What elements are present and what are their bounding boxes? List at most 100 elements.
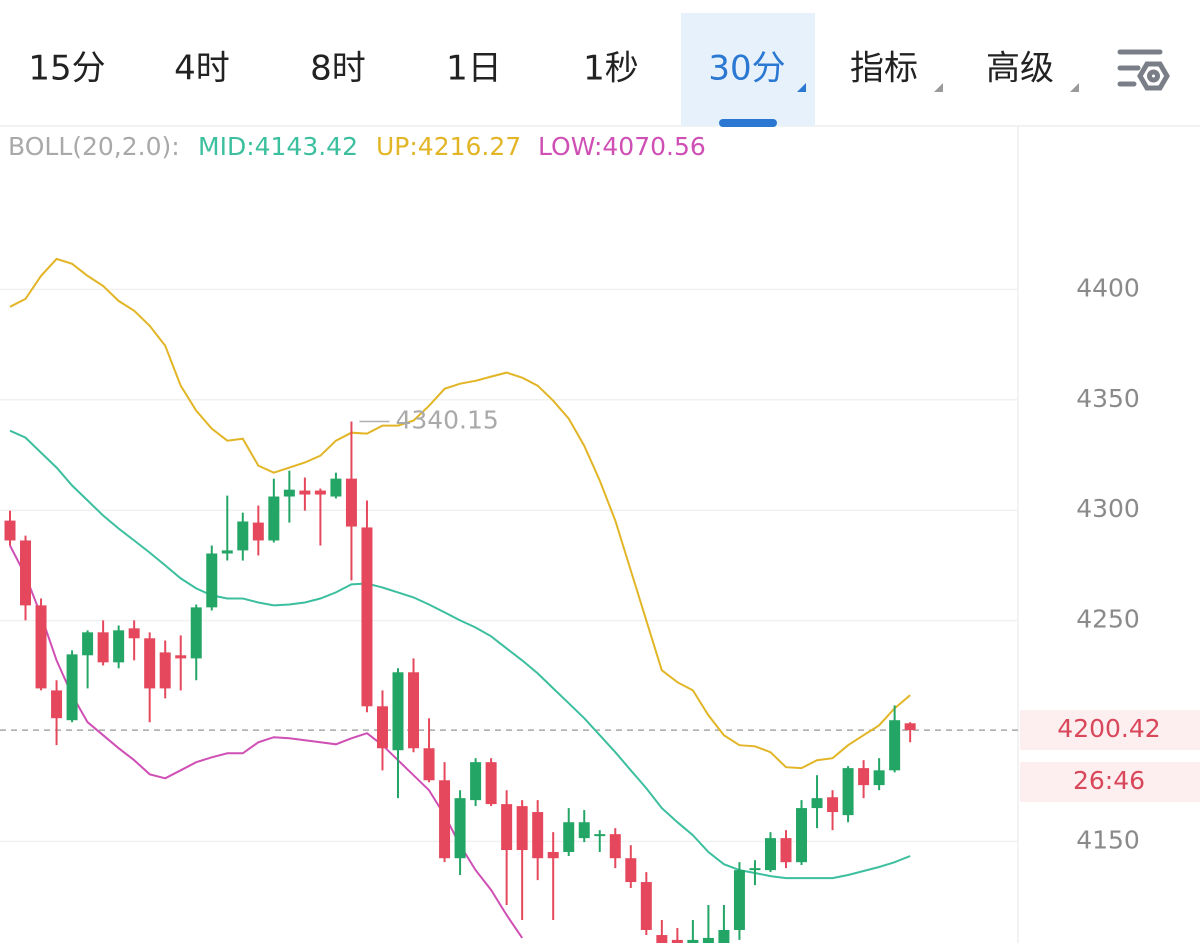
candle xyxy=(687,920,699,943)
candle-body xyxy=(314,490,326,495)
candle-body xyxy=(454,798,466,859)
tab-label: 1秒 xyxy=(583,49,639,89)
icon-hex xyxy=(1137,61,1170,91)
indicator-label: BOLL(20,2.0): xyxy=(8,132,180,161)
candle-body xyxy=(82,632,94,656)
tab-label: 1日 xyxy=(446,49,502,89)
candle-body xyxy=(889,720,901,771)
candle xyxy=(656,920,668,943)
candle-body xyxy=(594,834,606,837)
candle xyxy=(361,500,373,713)
candle xyxy=(780,830,792,869)
y-tick-label: 4300 xyxy=(1076,494,1140,523)
candle xyxy=(733,862,745,940)
candle-body xyxy=(376,706,388,749)
candle xyxy=(330,472,342,499)
candle xyxy=(175,635,187,691)
candle-body xyxy=(563,822,575,853)
candle xyxy=(376,690,388,771)
candle xyxy=(640,872,652,936)
candle-body xyxy=(206,553,218,608)
settings-icon[interactable] xyxy=(1117,49,1170,91)
candle-body xyxy=(128,628,140,639)
dropdown-caret xyxy=(934,83,943,92)
candle-body xyxy=(252,522,264,541)
candle xyxy=(408,658,420,753)
legend: BOLL(20,2.0): MID:4143.42 UP:4216.27 LOW:4… xyxy=(8,132,706,161)
candle-body xyxy=(35,605,47,689)
candle-body xyxy=(764,838,776,871)
candle-body xyxy=(578,822,590,839)
candle xyxy=(66,650,78,723)
candle-body xyxy=(66,654,78,721)
candle-body xyxy=(113,630,125,663)
y-tick-label: 4350 xyxy=(1076,384,1140,413)
candle xyxy=(423,718,435,783)
candle xyxy=(594,830,606,853)
band-line xyxy=(9,429,911,880)
candle xyxy=(796,800,808,866)
candle xyxy=(113,625,125,669)
plot-area xyxy=(0,257,1018,943)
tab[interactable]: 1秒 xyxy=(583,49,639,89)
candle-body xyxy=(361,527,373,707)
candle xyxy=(454,790,466,875)
dropdown-caret xyxy=(1070,83,1079,92)
candle xyxy=(904,722,916,743)
tab[interactable]: 1日 xyxy=(446,49,502,89)
candle xyxy=(268,478,280,543)
candle xyxy=(206,545,218,611)
y-tick-label: 4250 xyxy=(1076,605,1140,634)
candle xyxy=(547,832,559,921)
candle xyxy=(485,758,497,807)
candle xyxy=(252,505,264,556)
candle-body xyxy=(640,882,652,930)
y-tick-label: 4400 xyxy=(1076,273,1140,302)
candle xyxy=(314,488,326,546)
candle xyxy=(82,630,94,689)
candle-body xyxy=(609,834,621,859)
tab[interactable]: 30分 xyxy=(681,13,815,127)
candle xyxy=(532,800,544,881)
tab-label: 30分 xyxy=(708,49,785,89)
band-line xyxy=(9,545,524,939)
icon-dot xyxy=(1147,69,1160,83)
candle xyxy=(35,598,47,691)
dropdown-caret xyxy=(797,83,806,92)
candle-body xyxy=(858,768,870,786)
tab-bar: 15分 4时 8时 1日 1秒 30分 指标 高级 xyxy=(28,13,1079,127)
candle xyxy=(811,775,823,829)
tab[interactable]: 8时 xyxy=(310,49,366,89)
candle xyxy=(392,668,404,799)
candle-body xyxy=(501,804,513,851)
candle xyxy=(97,620,109,666)
tab[interactable]: 指标 xyxy=(850,49,943,93)
candle-body xyxy=(175,655,187,659)
candle-body xyxy=(733,870,745,930)
candle-body xyxy=(408,672,420,749)
candle xyxy=(4,510,16,546)
countdown-label: 26:46 xyxy=(1073,766,1145,795)
tab-label: 高级 xyxy=(986,49,1054,89)
candle xyxy=(159,640,171,699)
candle xyxy=(516,800,528,921)
candle-body xyxy=(392,672,404,751)
tab[interactable]: 高级 xyxy=(986,49,1079,93)
tab-label: 指标 xyxy=(850,49,918,89)
candle xyxy=(578,810,590,843)
candle-body xyxy=(904,723,916,731)
candle xyxy=(827,790,839,831)
countdown-tag xyxy=(1020,762,1200,803)
candle-body xyxy=(221,550,233,554)
tab[interactable]: 15分 xyxy=(28,49,105,89)
candle-body xyxy=(625,858,637,883)
last-price-label: 4200.42 xyxy=(1057,714,1160,743)
candle-body xyxy=(423,748,435,781)
candle xyxy=(625,845,637,889)
candle-body xyxy=(702,937,714,943)
tab[interactable]: 4时 xyxy=(174,49,230,89)
candle-body xyxy=(4,520,16,541)
candle xyxy=(439,762,451,863)
max-label: 4340.15 xyxy=(395,406,498,435)
